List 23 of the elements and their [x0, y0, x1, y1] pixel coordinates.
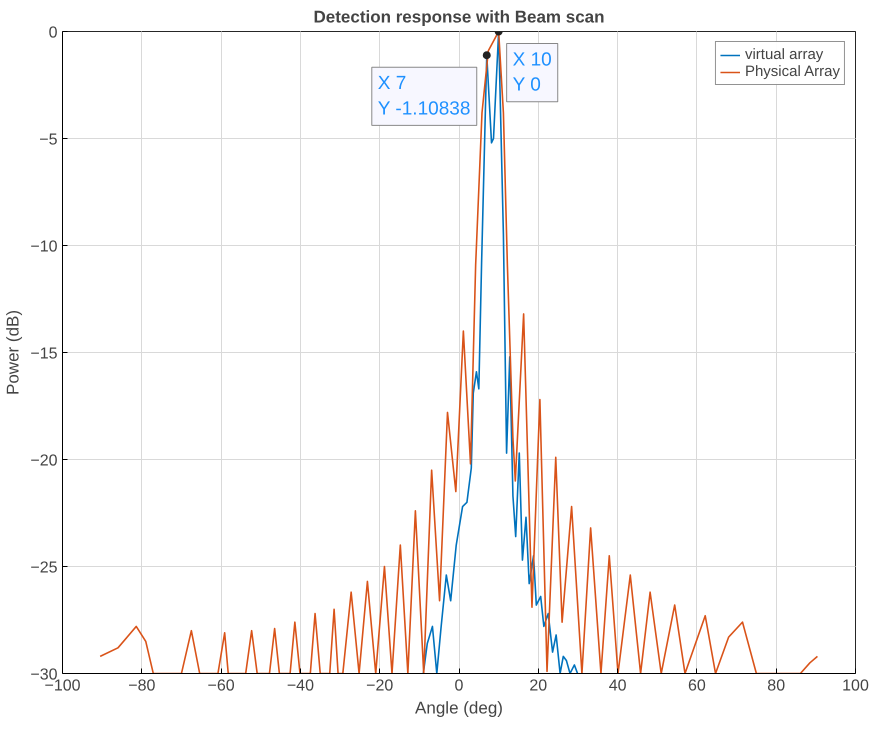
legend-label: virtual array	[744, 46, 824, 63]
x-tick-label: 20	[529, 678, 548, 694]
x-tick-label: −60	[208, 678, 235, 694]
y-tick-label: 0	[48, 24, 58, 42]
annotation: X 10 Y 0	[512, 50, 552, 96]
y-tick-label: −15	[30, 346, 58, 362]
legend-label: Physical Array	[744, 63, 840, 80]
x-tick-label: 100	[842, 678, 869, 694]
x-tick-label: −20	[366, 678, 394, 694]
y-tick-label: −5	[39, 132, 58, 148]
x-tick-label: 60	[688, 678, 706, 694]
x-tick-label: 40	[608, 678, 627, 694]
y-axis-title: Power (dB)	[3, 310, 22, 396]
x-axis-title: Angle (deg)	[415, 698, 503, 718]
y-tick-label: −25	[30, 560, 58, 576]
x-tick-label: −40	[286, 678, 314, 694]
chart-title: Detection response with Beam scan	[314, 8, 604, 26]
y-tick-label: −10	[30, 238, 58, 256]
x-tick-label: 0	[454, 678, 464, 694]
y-tick-label: −20	[30, 452, 58, 470]
x-tick-label: 80	[767, 678, 786, 694]
x-tick-label: −80	[128, 678, 156, 694]
annotation: X 7 Y -1.10838	[378, 73, 470, 120]
